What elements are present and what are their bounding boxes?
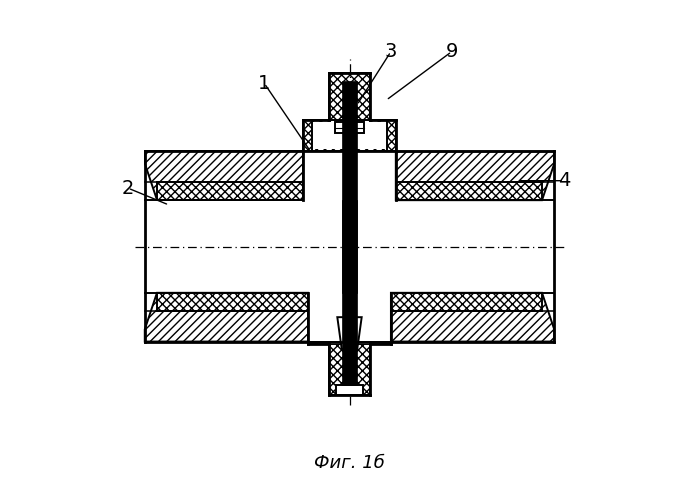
Polygon shape <box>308 342 391 344</box>
Polygon shape <box>317 342 382 344</box>
Polygon shape <box>391 293 542 312</box>
Polygon shape <box>329 344 370 395</box>
Polygon shape <box>157 181 303 200</box>
Polygon shape <box>338 317 361 349</box>
Polygon shape <box>145 293 308 342</box>
Polygon shape <box>157 293 308 312</box>
Polygon shape <box>342 81 357 293</box>
Polygon shape <box>303 120 396 151</box>
Polygon shape <box>342 200 357 386</box>
Text: 2: 2 <box>122 178 134 198</box>
Text: Фиг. 1б: Фиг. 1б <box>314 455 385 472</box>
Polygon shape <box>335 122 364 133</box>
Text: 9: 9 <box>446 42 458 61</box>
Polygon shape <box>391 293 554 342</box>
Polygon shape <box>329 73 370 120</box>
Text: 1: 1 <box>258 74 271 93</box>
Polygon shape <box>396 181 542 200</box>
Text: 4: 4 <box>558 171 570 190</box>
Text: 3: 3 <box>384 42 397 61</box>
Polygon shape <box>145 151 303 200</box>
Polygon shape <box>396 151 554 200</box>
Polygon shape <box>312 122 387 149</box>
Polygon shape <box>336 386 363 395</box>
